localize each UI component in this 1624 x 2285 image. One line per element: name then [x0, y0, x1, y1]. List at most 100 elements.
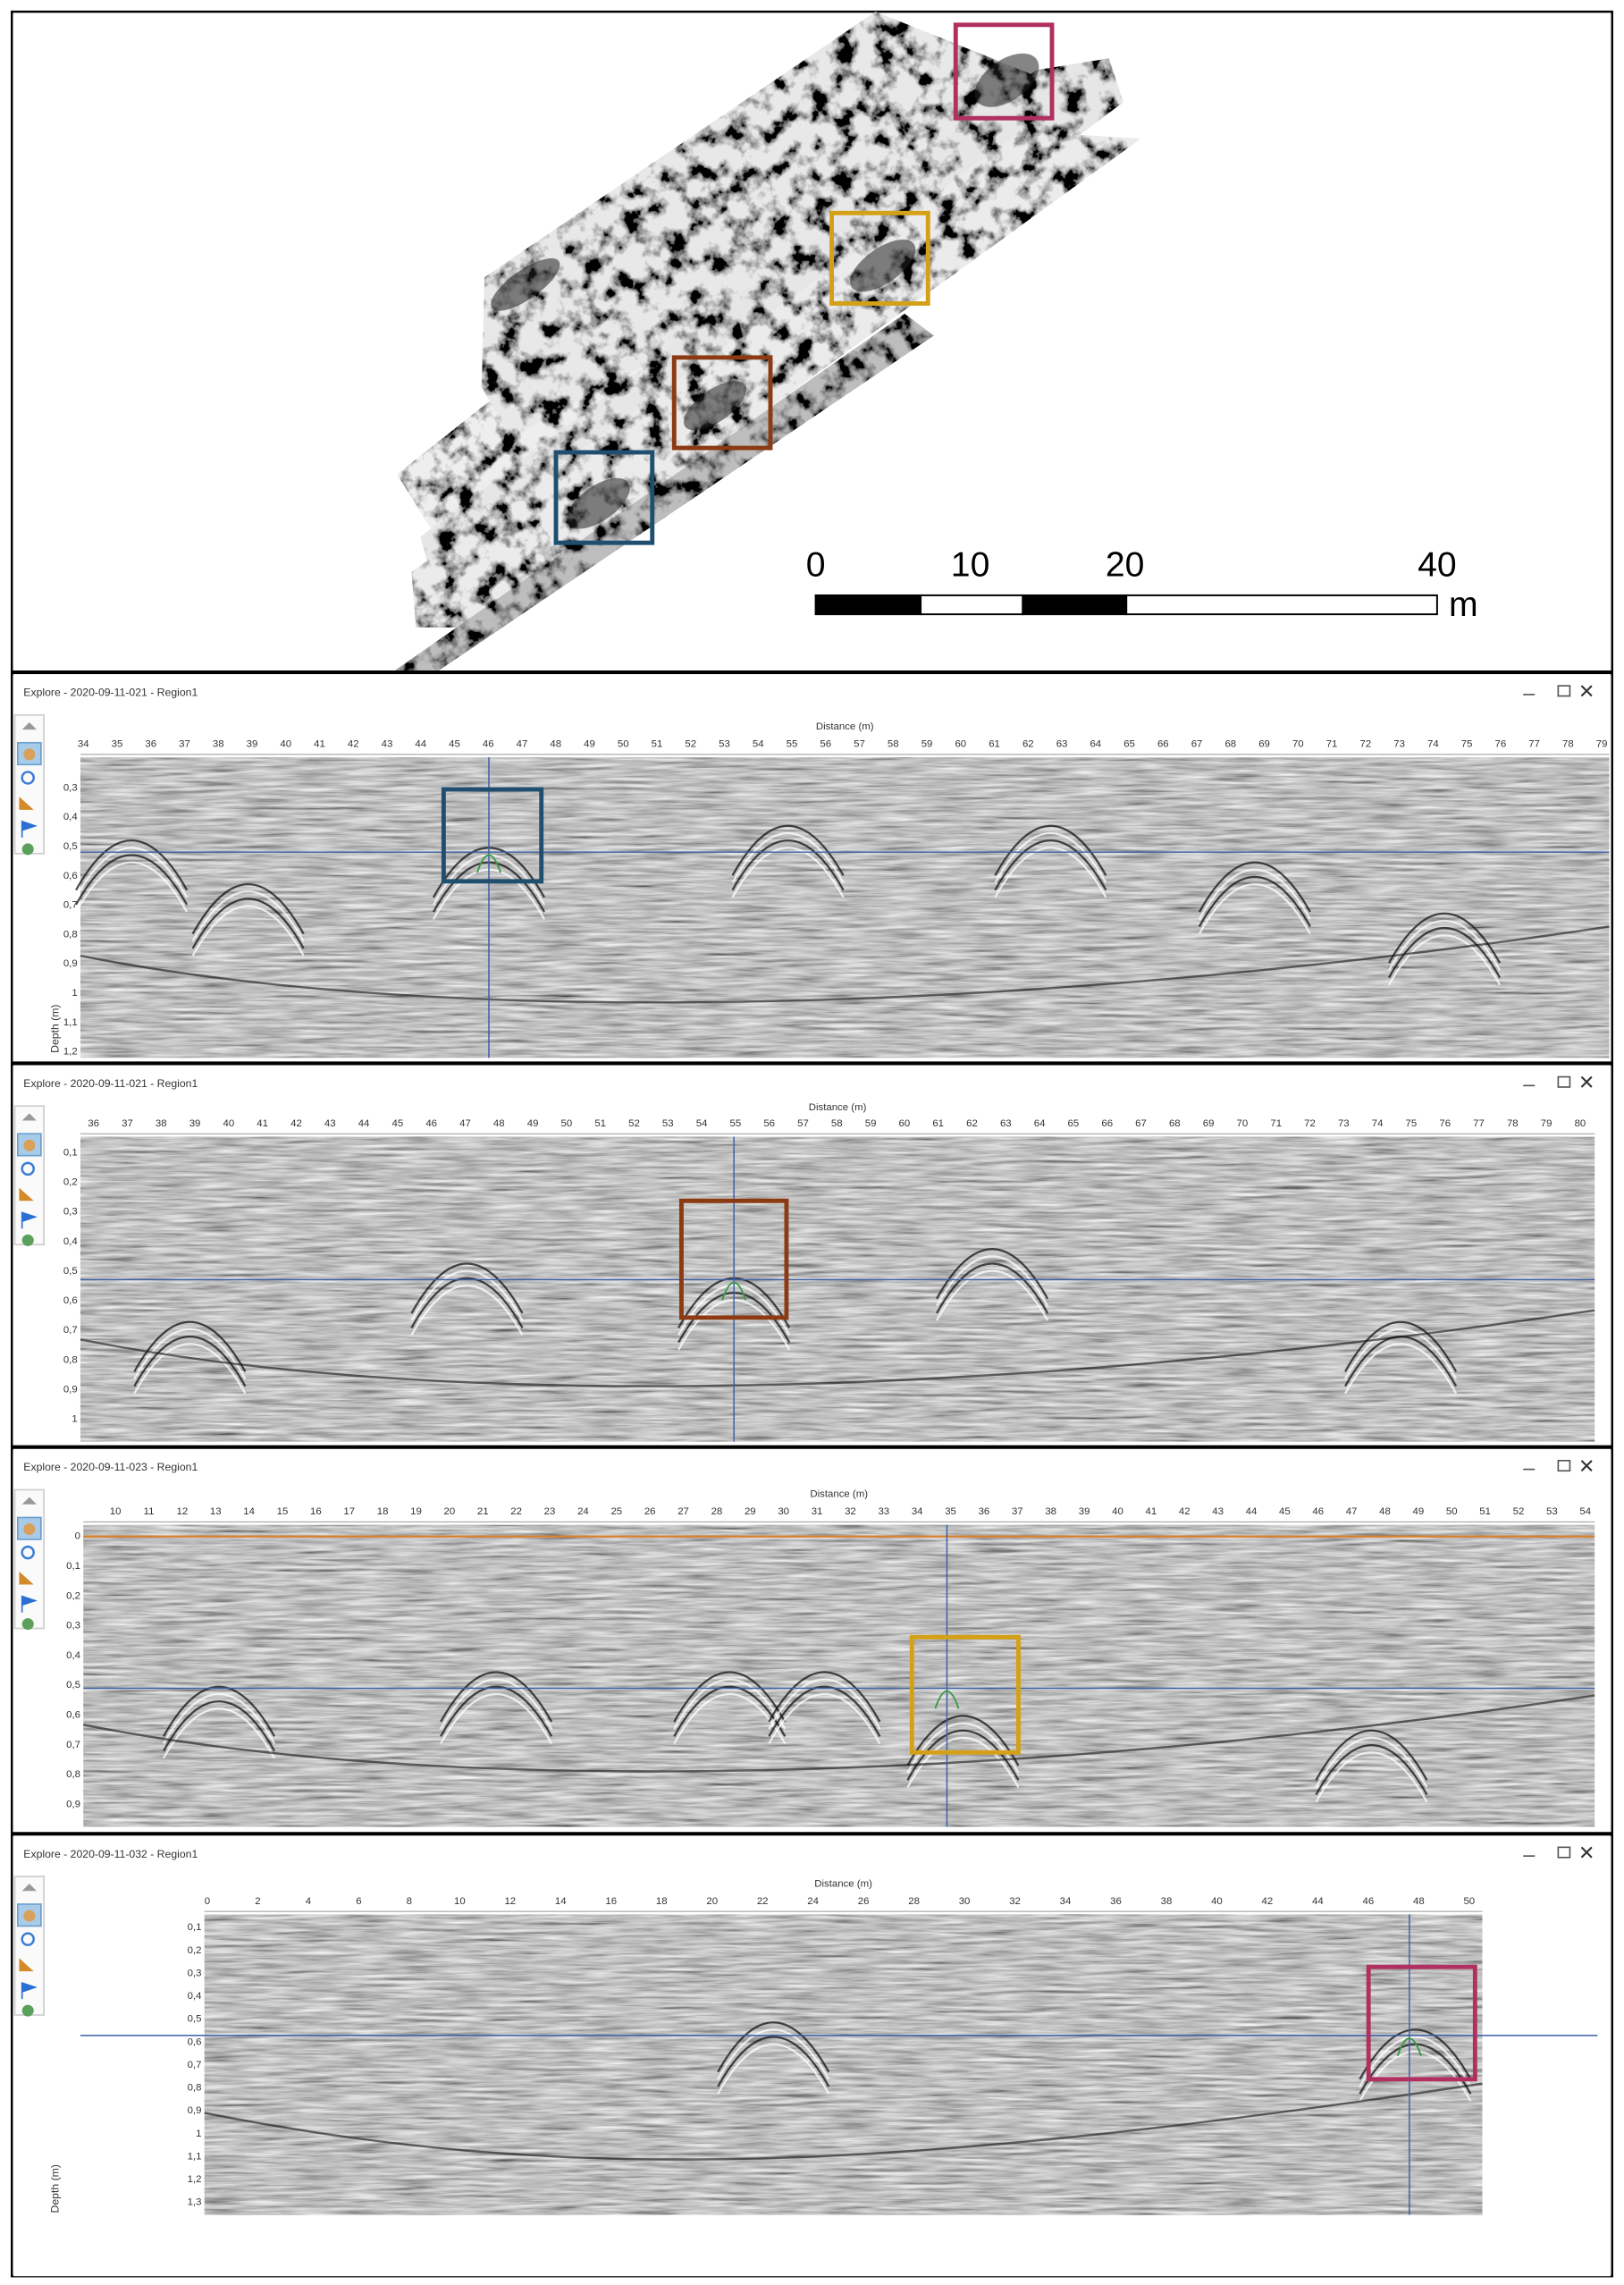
toolbar-up[interactable] [21, 1497, 37, 1505]
x-tick-label: 58 [888, 739, 899, 750]
hyperbola [1315, 1751, 1428, 1803]
toolbar-up[interactable] [21, 1884, 37, 1892]
radargram-base [204, 1914, 1483, 2215]
toolbar [13, 1488, 45, 1631]
zoom-tool[interactable] [21, 1161, 35, 1176]
flag-tool[interactable] [21, 1595, 38, 1613]
hyperbola [440, 1678, 553, 1730]
x-tick-label: 38 [213, 739, 224, 750]
radargram-base [80, 1136, 1595, 1442]
hyperbola [133, 1336, 247, 1387]
x-tick-label: 51 [594, 1118, 606, 1129]
x-tick-label: 64 [1034, 1118, 1046, 1129]
x-tick-label: 39 [247, 739, 258, 750]
x-tick-label: 4 [306, 1896, 312, 1907]
x-tick-label: 54 [696, 1118, 708, 1129]
maximize-button[interactable] [1557, 1846, 1571, 1859]
x-tick-label: 8 [407, 1896, 412, 1907]
x-tick-label: 37 [179, 739, 190, 750]
x-tick-label: 40 [1211, 1896, 1223, 1907]
hyperbola [1359, 2043, 1472, 2095]
x-tick-label: 63 [1000, 1118, 1012, 1129]
measure-tool[interactable] [19, 797, 34, 810]
hyperbola [191, 898, 305, 949]
x-tick-label: 10 [110, 1506, 122, 1517]
x-tick-label: 49 [1412, 1506, 1424, 1517]
x-tick-label: 73 [1338, 1118, 1350, 1129]
layer-tool[interactable] [21, 2004, 34, 2017]
interface-reflector [204, 2082, 1483, 2161]
y-tick-label: 0,9 [66, 1799, 80, 1809]
x-tick-label: 51 [652, 739, 663, 750]
measure-tool[interactable] [19, 1571, 34, 1585]
close-button[interactable] [1580, 685, 1593, 697]
picked-hyperbola [1396, 2037, 1422, 2057]
layer-tool[interactable] [21, 843, 34, 856]
measure-tool[interactable] [19, 1958, 34, 1972]
pan-tool[interactable] [16, 1903, 42, 1927]
hyperbola [1198, 876, 1311, 927]
hyperbola [191, 890, 305, 942]
layer-tool[interactable] [21, 1234, 34, 1246]
maximize-button[interactable] [1557, 685, 1571, 697]
x-tick-label: 56 [820, 739, 831, 750]
hyperbola [1344, 1320, 1458, 1372]
y-tick-label: 0,5 [66, 1680, 80, 1691]
hyperbola [717, 2043, 830, 2095]
map-boxes [553, 22, 1055, 545]
zoom-tool[interactable] [21, 1545, 35, 1560]
y-tick-label: 0,3 [63, 782, 78, 793]
window-title: Explore - 2020-09-11-021 - Region1 [23, 687, 198, 699]
maximize-button[interactable] [1557, 1075, 1571, 1088]
x-tick-label: 42 [1179, 1506, 1191, 1517]
toolbar-up[interactable] [21, 721, 37, 730]
zoom-tool[interactable] [21, 771, 35, 785]
hyperbola [906, 1715, 1020, 1766]
x-tick-label: 57 [854, 739, 865, 750]
layer-tool[interactable] [21, 1618, 34, 1631]
x-tick-label: 40 [223, 1118, 235, 1129]
x-tick-label: 46 [1312, 1506, 1324, 1517]
y-tick-label: 0,4 [66, 1650, 81, 1661]
hyperbola [440, 1685, 553, 1737]
x-tick-label: 50 [618, 739, 629, 750]
hyperbola [768, 1685, 881, 1737]
reflections [82, 1671, 1595, 1803]
maximize-button[interactable] [1557, 1460, 1571, 1472]
hyperbola [1388, 912, 1502, 964]
x-tick-label: 71 [1270, 1118, 1282, 1129]
hyperbola [717, 2028, 830, 2080]
x-tick-label: 65 [1123, 739, 1135, 750]
x-tick-label: 36 [88, 1118, 99, 1129]
y-tick-label: 1 [72, 1414, 77, 1425]
x-tick-label: 32 [845, 1506, 856, 1517]
y-tick-label: 0,5 [63, 1266, 78, 1277]
x-tick-label: 37 [122, 1118, 133, 1129]
flag-tool[interactable] [21, 1982, 38, 2000]
x-tick-label: 30 [778, 1506, 789, 1517]
hyperbola [1388, 934, 1502, 986]
flag-tool[interactable] [21, 820, 38, 838]
x-tick-label: 38 [156, 1118, 167, 1129]
toolbar-up[interactable] [21, 1113, 37, 1121]
zoom-tool[interactable] [21, 1932, 35, 1946]
x-tick-label: 36 [1110, 1896, 1122, 1907]
y-tick-label: 0,7 [63, 1325, 78, 1336]
x-tick-label: 75 [1461, 739, 1473, 750]
x-tick-label: 50 [1446, 1506, 1458, 1517]
hyperbola [717, 2021, 830, 2073]
hyperbola [75, 854, 189, 906]
close-button[interactable] [1580, 1460, 1593, 1471]
close-button[interactable] [1580, 1075, 1593, 1088]
x-tick-label: 31 [812, 1506, 823, 1517]
y-tick-label: 1,3 [188, 2197, 202, 2208]
flag-tool[interactable] [21, 1211, 38, 1229]
hyperbola [731, 824, 845, 876]
x-tick-label: 66 [1157, 739, 1169, 750]
x-tick-label: 19 [410, 1506, 422, 1517]
hyperbola [1198, 868, 1311, 920]
x-tick-label: 39 [189, 1118, 201, 1129]
close-button[interactable] [1580, 1846, 1593, 1859]
hyperbola [440, 1671, 553, 1723]
